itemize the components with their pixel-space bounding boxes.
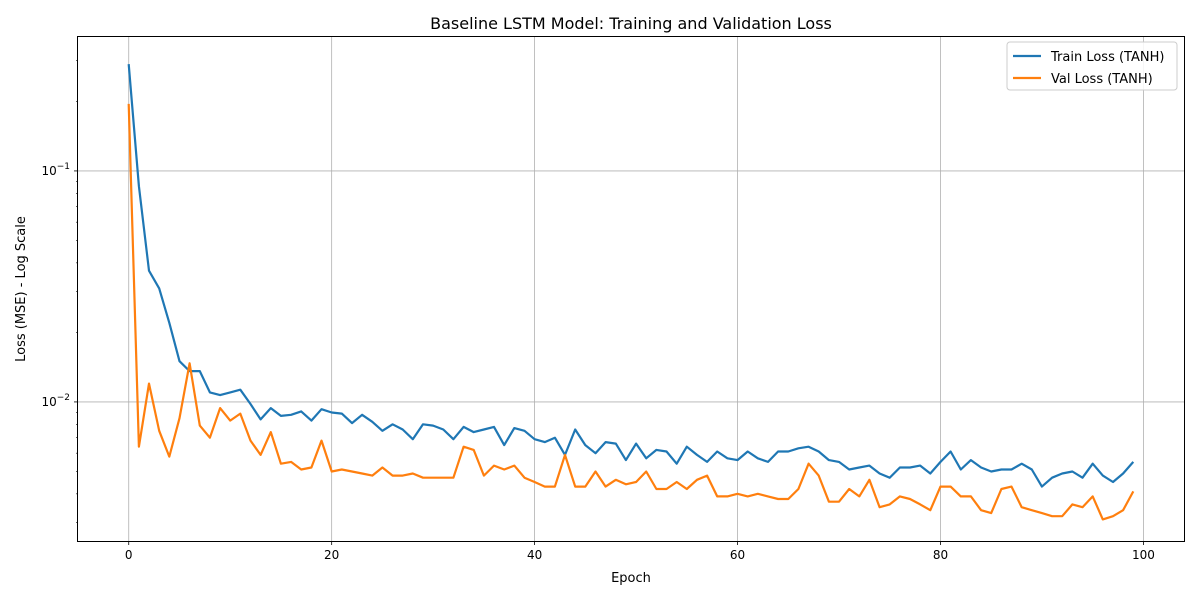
- legend-label: Val Loss (TANH): [1051, 72, 1153, 87]
- x-tick-label: 60: [730, 548, 745, 562]
- legend: Train Loss (TANH) Val Loss (TANH): [1006, 41, 1178, 91]
- legend-box: [1006, 41, 1178, 91]
- x-tick-label: 20: [324, 548, 339, 562]
- chart-title: Baseline LSTM Model: Training and Valida…: [430, 14, 832, 33]
- x-tick-label: 40: [527, 548, 542, 562]
- series-layer: [127, 64, 1135, 521]
- grid-lines: [78, 37, 1184, 541]
- y-axis-label: Loss (MSE) - Log Scale: [14, 216, 29, 362]
- plot-frame: [77, 36, 1185, 542]
- y-tick-label: 10−1: [41, 162, 70, 178]
- legend-label: Train Loss (TANH): [1050, 50, 1164, 65]
- y-axis: 10−2 10−1: [41, 60, 78, 524]
- x-tick-label: 100: [1132, 548, 1155, 562]
- x-axis: 0 20 40 60 80 100: [125, 541, 1155, 562]
- x-axis-label: Epoch: [611, 571, 651, 586]
- y-tick-label: 10−2: [41, 393, 70, 409]
- x-tick-label: 80: [933, 548, 948, 562]
- x-tick-label: 0: [125, 548, 133, 562]
- series-line-val-loss: [127, 103, 1135, 521]
- series-line-train-loss: [127, 64, 1135, 488]
